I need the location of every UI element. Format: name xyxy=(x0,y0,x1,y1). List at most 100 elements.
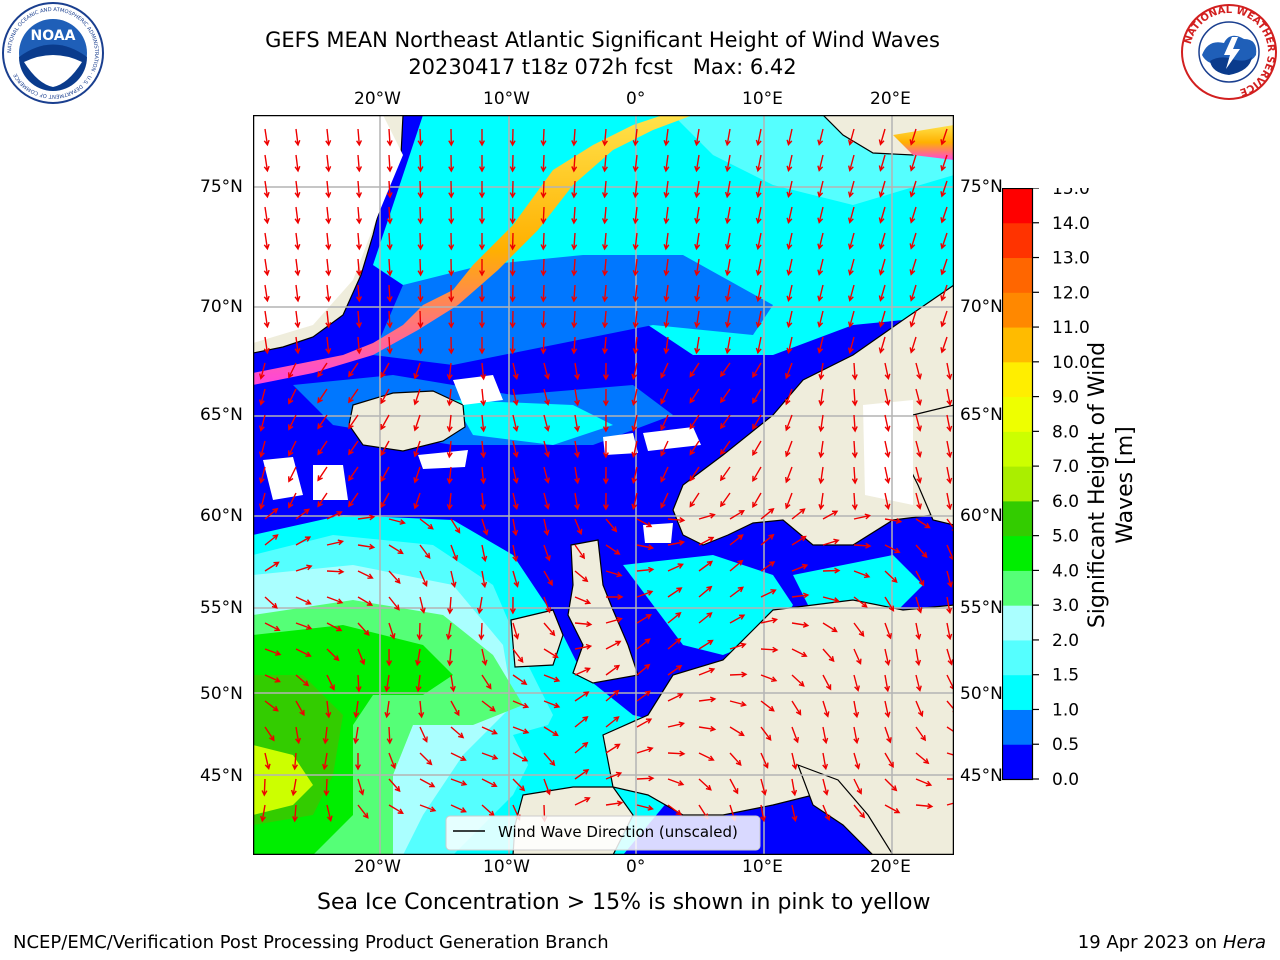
wave-direction-arrow xyxy=(719,440,731,456)
wave-direction-arrow xyxy=(884,362,891,381)
wave-direction-arrow xyxy=(386,206,393,225)
wave-direction-arrow xyxy=(667,721,686,728)
wave-direction-arrow xyxy=(543,414,550,432)
wave-direction-arrow xyxy=(601,128,608,147)
wave-direction-arrow xyxy=(698,612,713,624)
wave-direction-arrow xyxy=(791,804,798,823)
wave-direction-arrow xyxy=(698,639,714,650)
wave-direction-arrow xyxy=(601,284,608,303)
wave-direction-arrow xyxy=(853,726,860,745)
wave-direction-arrow xyxy=(419,544,431,559)
wave-direction-arrow xyxy=(660,492,669,509)
wave-direction-arrow xyxy=(295,700,305,717)
wave-direction-arrow xyxy=(946,778,954,780)
wave-direction-arrow xyxy=(294,258,301,277)
wave-direction-arrow xyxy=(878,232,886,250)
wave-direction-arrow xyxy=(325,284,332,303)
wave-direction-arrow xyxy=(478,311,486,329)
wave-direction-arrow xyxy=(822,804,831,822)
wave-direction-arrow xyxy=(348,466,359,482)
wave-direction-arrow xyxy=(478,285,486,303)
wave-direction-arrow xyxy=(760,778,767,796)
wave-direction-arrow xyxy=(419,804,437,812)
wave-direction-arrow xyxy=(574,362,580,381)
wave-direction-arrow xyxy=(786,180,793,199)
wave-direction-arrow xyxy=(878,128,886,146)
wave-direction-arrow xyxy=(478,129,486,147)
wave-direction-arrow xyxy=(448,180,455,199)
wave-direction-arrow xyxy=(413,388,421,406)
wave-direction-arrow xyxy=(791,535,807,546)
lat-label-right-55: 55°N xyxy=(960,598,1003,618)
wave-direction-arrow xyxy=(260,804,266,823)
wave-direction-arrow xyxy=(915,674,922,692)
wave-direction-arrow xyxy=(632,258,639,277)
wave-direction-arrow xyxy=(915,752,930,765)
wave-direction-arrow xyxy=(450,778,468,786)
wave-direction-arrow xyxy=(540,310,547,329)
colorbar-tick-label: 4.0 xyxy=(1052,561,1079,581)
wave-direction-arrow xyxy=(417,284,424,303)
wave-direction-arrow xyxy=(719,388,731,404)
wave-direction-arrow xyxy=(356,232,363,251)
wave-direction-arrow xyxy=(698,512,716,520)
wave-direction-arrow xyxy=(481,518,489,536)
wave-direction-arrow xyxy=(417,310,424,329)
wave-direction-arrow xyxy=(752,466,762,483)
wave-direction-arrow xyxy=(357,543,376,550)
wave-direction-arrow xyxy=(543,726,559,737)
wave-direction-arrow xyxy=(326,804,333,823)
wave-direction-arrow xyxy=(817,284,824,302)
wave-direction-arrow xyxy=(605,616,623,624)
footer-credit: NCEP/EMC/Verification Post Processing Pr… xyxy=(13,932,609,953)
wave-direction-arrow xyxy=(878,258,886,276)
wave-direction-arrow xyxy=(509,232,516,251)
wave-direction-arrow xyxy=(384,674,391,693)
wave-direction-arrow xyxy=(822,648,835,663)
wave-direction-arrow xyxy=(719,362,731,378)
wave-direction-arrow xyxy=(631,388,638,407)
wave-direction-arrow xyxy=(632,232,639,251)
wave-direction-arrow xyxy=(853,752,861,770)
wave-direction-arrow xyxy=(478,259,486,277)
wave-direction-arrow xyxy=(512,544,519,563)
wave-direction-arrow xyxy=(478,233,486,251)
wave-direction-arrow xyxy=(543,570,553,587)
wave-direction-arrow xyxy=(317,440,328,456)
wave-direction-arrow xyxy=(386,154,393,173)
wave-direction-arrow xyxy=(915,362,922,380)
colorbar-bin xyxy=(1003,222,1032,259)
wave-direction-arrow xyxy=(263,284,270,303)
wave-direction-arrow xyxy=(760,617,779,624)
colorbar-bin xyxy=(1003,535,1032,571)
wave-direction-arrow xyxy=(294,154,301,173)
wave-direction-arrow xyxy=(848,258,855,276)
wave-direction-arrow xyxy=(448,232,455,251)
wave-direction-arrow xyxy=(663,206,670,225)
wave-direction-arrow xyxy=(263,258,270,277)
colorbar-bin xyxy=(1003,709,1032,745)
wave-direction-arrow xyxy=(574,621,593,628)
wave-direction-arrow xyxy=(605,570,623,578)
wave-direction-arrow xyxy=(632,180,639,199)
wave-direction-arrow xyxy=(663,310,670,329)
colorbar-tick-label: 0.0 xyxy=(1052,770,1079,788)
wave-direction-arrow xyxy=(574,667,591,676)
wave-direction-arrow xyxy=(786,310,793,329)
wave-direction-arrow xyxy=(386,310,393,329)
colorbar-tick-label: 15.0 xyxy=(1052,188,1090,199)
wave-direction-arrow xyxy=(317,414,328,430)
wave-direction-arrow xyxy=(571,336,578,355)
wave-direction-arrow xyxy=(851,492,858,511)
wave-direction-arrow xyxy=(698,725,717,732)
wave-direction-arrow xyxy=(760,589,777,598)
wave-direction-arrow xyxy=(729,586,744,598)
wave-direction-arrow xyxy=(291,752,298,771)
wave-direction-arrow xyxy=(791,592,810,599)
wave-direction-arrow xyxy=(481,648,488,667)
wave-direction-arrow xyxy=(448,154,455,173)
wave-direction-arrow xyxy=(448,336,455,355)
wave-direction-arrow xyxy=(263,180,270,199)
wave-direction-arrow xyxy=(694,180,701,199)
wave-direction-arrow xyxy=(946,802,954,806)
